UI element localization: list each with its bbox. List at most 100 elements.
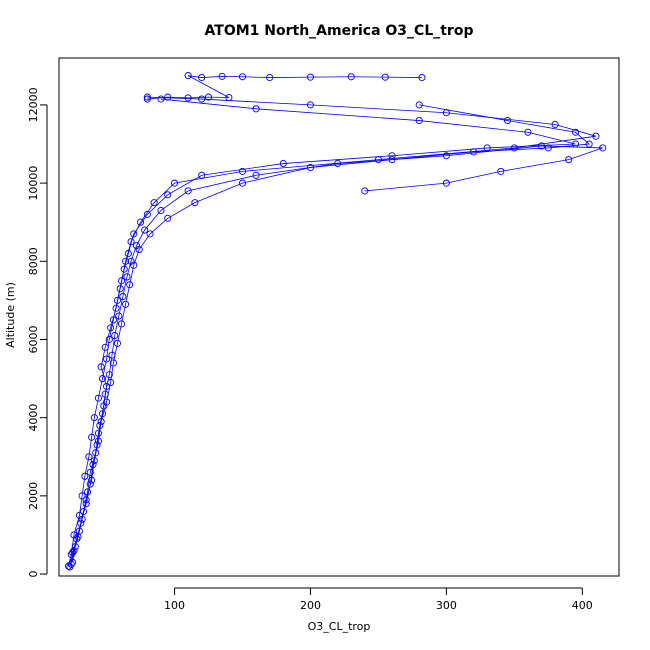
y-tick-label: 2000 [27, 482, 40, 510]
x-axis-label: O3_CL_trop [308, 620, 371, 633]
data-point [238, 167, 247, 175]
data-point [74, 533, 82, 541]
y-axis: 0 2000 4000 6000 8000 10000 12000 [27, 87, 48, 578]
data-point [70, 547, 78, 555]
y-tick-label: 0 [27, 571, 40, 578]
data-point [415, 101, 423, 109]
data-point [117, 320, 126, 328]
data-point [85, 453, 93, 461]
data-point [551, 120, 559, 129]
data-point [252, 171, 260, 179]
data-point [86, 480, 94, 488]
data-point [112, 304, 120, 312]
data-point [184, 72, 192, 80]
data-point [105, 335, 113, 344]
data-point [470, 148, 478, 156]
x-tick-label: 200 [300, 599, 321, 612]
data-point [90, 457, 98, 465]
data-point [122, 300, 130, 308]
y-tick-label: 4000 [27, 404, 40, 432]
data-point [88, 433, 96, 441]
data-point [252, 105, 260, 113]
data-point [238, 179, 247, 187]
series-4 [67, 101, 593, 568]
data-point [415, 117, 423, 125]
data-point [388, 156, 396, 164]
data-point [86, 468, 94, 476]
data-point [381, 73, 389, 81]
data-point [107, 324, 115, 332]
data-point [157, 206, 165, 215]
data-point [164, 191, 172, 199]
data-point [238, 73, 247, 81]
data-point [388, 152, 396, 160]
series-3 [69, 142, 607, 566]
data-point [150, 199, 158, 207]
chart-title: ATOM1 North_America O3_CL_trop [205, 23, 474, 39]
data-point [107, 378, 115, 387]
data-point [544, 144, 552, 152]
data-point [126, 281, 134, 289]
y-tick-label: 6000 [27, 325, 40, 353]
data-point [146, 230, 154, 238]
data-point [306, 163, 315, 172]
series-line [70, 104, 591, 565]
series-layer [64, 72, 607, 571]
data-point [78, 492, 86, 500]
data-point [103, 355, 111, 363]
data-point [111, 332, 119, 340]
data-point [198, 74, 206, 82]
data-point [81, 472, 89, 480]
data-point [115, 312, 123, 320]
data-point [592, 132, 600, 140]
data-point [88, 476, 96, 484]
data-point [537, 142, 546, 150]
data-point [98, 375, 107, 383]
data-point [130, 230, 138, 238]
data-point [94, 437, 102, 445]
data-point [442, 179, 450, 187]
plot-frame [58, 57, 620, 577]
data-point [119, 292, 127, 301]
series-line [69, 98, 576, 568]
data-point [143, 93, 151, 101]
data-point [67, 560, 75, 568]
series-5 [143, 72, 426, 103]
data-point [136, 218, 145, 226]
data-point [218, 72, 226, 80]
data-point [105, 371, 113, 379]
data-point [418, 74, 426, 82]
series-line [72, 145, 603, 563]
data-point [442, 152, 450, 160]
x-tick-label: 400 [572, 599, 593, 612]
data-point [306, 73, 315, 81]
x-tick-label: 100 [164, 599, 185, 612]
data-point [503, 117, 512, 125]
x-tick-label: 300 [436, 599, 457, 612]
data-point [170, 179, 179, 187]
data-point [204, 93, 213, 101]
y-tick-label: 8000 [27, 247, 40, 275]
series-2 [66, 95, 580, 571]
data-point [571, 128, 580, 136]
data-point [82, 496, 90, 504]
data-point [524, 128, 532, 136]
data-point [361, 187, 369, 195]
data-point [306, 101, 315, 109]
data-point [120, 265, 128, 273]
series-line [68, 96, 597, 567]
data-point [191, 199, 199, 207]
data-point [97, 363, 105, 371]
y-axis-label: Altitude (m) [4, 282, 17, 348]
y-tick-label: 10000 [27, 166, 40, 201]
data-point [101, 343, 109, 351]
data-point [510, 144, 518, 152]
data-point [94, 429, 102, 437]
data-point [565, 156, 573, 164]
x-axis: 100 200 300 400 [164, 587, 593, 612]
data-point [109, 359, 117, 367]
data-point [164, 214, 172, 222]
data-point [225, 93, 233, 102]
data-point [71, 543, 79, 551]
